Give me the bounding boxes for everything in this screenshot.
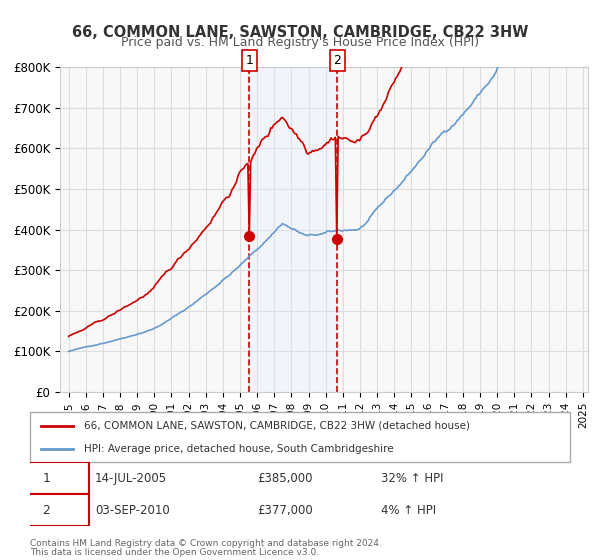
Text: Contains HM Land Registry data © Crown copyright and database right 2024.: Contains HM Land Registry data © Crown c… <box>30 539 382 548</box>
Text: 4% ↑ HPI: 4% ↑ HPI <box>381 504 436 517</box>
Text: 2: 2 <box>42 504 50 517</box>
Text: 14-JUL-2005: 14-JUL-2005 <box>95 472 167 484</box>
Text: £385,000: £385,000 <box>257 472 312 484</box>
FancyBboxPatch shape <box>3 494 89 526</box>
Bar <box>249 67 337 392</box>
FancyBboxPatch shape <box>30 412 570 462</box>
Text: 2: 2 <box>333 54 341 67</box>
Text: £377,000: £377,000 <box>257 504 313 517</box>
Text: 1: 1 <box>245 54 253 67</box>
Text: HPI: Average price, detached house, South Cambridgeshire: HPI: Average price, detached house, Sout… <box>84 445 394 454</box>
FancyBboxPatch shape <box>3 462 89 494</box>
Text: Price paid vs. HM Land Registry's House Price Index (HPI): Price paid vs. HM Land Registry's House … <box>121 36 479 49</box>
Text: 66, COMMON LANE, SAWSTON, CAMBRIDGE, CB22 3HW (detached house): 66, COMMON LANE, SAWSTON, CAMBRIDGE, CB2… <box>84 421 470 431</box>
Text: 1: 1 <box>42 472 50 484</box>
Text: 32% ↑ HPI: 32% ↑ HPI <box>381 472 443 484</box>
Text: 03-SEP-2010: 03-SEP-2010 <box>95 504 170 517</box>
Text: 66, COMMON LANE, SAWSTON, CAMBRIDGE, CB22 3HW: 66, COMMON LANE, SAWSTON, CAMBRIDGE, CB2… <box>72 25 528 40</box>
Text: This data is licensed under the Open Government Licence v3.0.: This data is licensed under the Open Gov… <box>30 548 319 557</box>
